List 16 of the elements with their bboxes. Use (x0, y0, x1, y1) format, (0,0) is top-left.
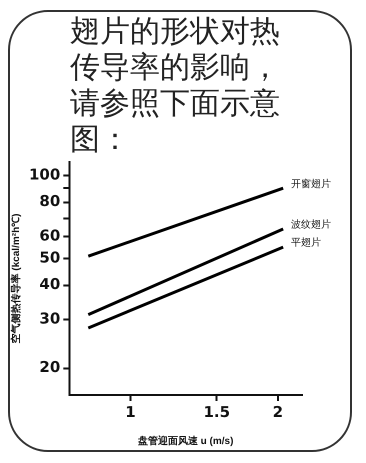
y-tick-label: 40 (39, 275, 60, 294)
y-tick-label: 100 (29, 165, 60, 184)
series-label: 平翅片 (291, 236, 322, 249)
series-label: 开窗翅片 (291, 178, 332, 190)
series-label: 波纹翅片 (291, 218, 332, 231)
x-tick-label: 1.5 (203, 402, 230, 421)
y-tick-label: 30 (39, 310, 60, 328)
y-tick-label: 80 (39, 192, 60, 210)
chart-title: 翅片的形状对热传导率的影响，请参照下面示意图： (70, 14, 281, 158)
x-tick-label: 2 (272, 402, 284, 421)
y-tick-label: 20 (39, 358, 60, 376)
y-tick-label: 50 (39, 248, 60, 266)
y-tick-label: 60 (39, 226, 60, 245)
y-axis-title: 空气侧热传导率 (kcal/m²h℃) (10, 213, 22, 344)
x-tick-label: 1 (125, 402, 136, 421)
x-axis-title: 盘管迎面风速 u (m/s) (136, 434, 234, 447)
